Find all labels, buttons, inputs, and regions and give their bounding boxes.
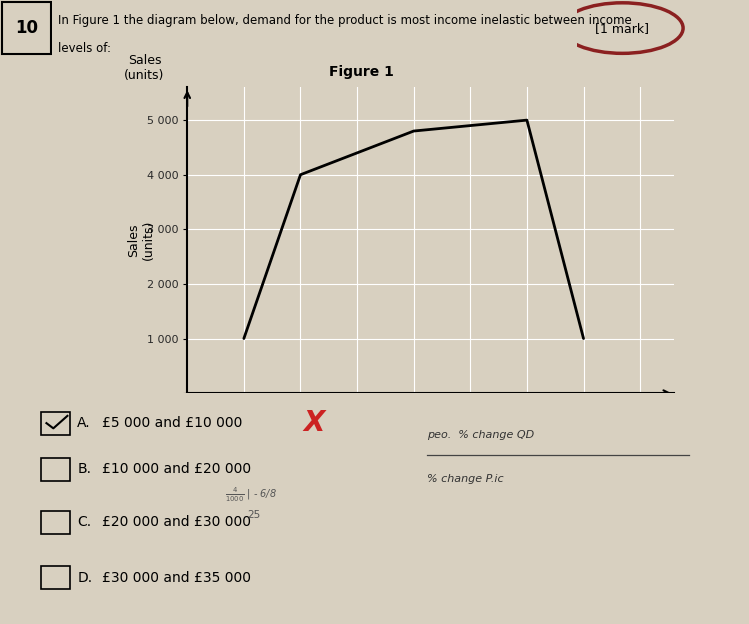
Text: peo.  % change QD: peo. % change QD bbox=[427, 430, 534, 440]
FancyBboxPatch shape bbox=[1, 2, 51, 54]
Text: D.: D. bbox=[77, 571, 92, 585]
FancyBboxPatch shape bbox=[41, 412, 70, 435]
Text: C.: C. bbox=[77, 515, 91, 529]
FancyBboxPatch shape bbox=[41, 567, 70, 589]
Text: In Figure 1 the diagram below, demand for the product is most income inelastic b: In Figure 1 the diagram below, demand fo… bbox=[58, 14, 631, 27]
Text: [1 mark]: [1 mark] bbox=[595, 22, 649, 34]
Text: levels of:: levels of: bbox=[58, 42, 111, 55]
Text: A.: A. bbox=[77, 416, 91, 430]
Text: X: X bbox=[304, 409, 325, 437]
Text: Figure 1: Figure 1 bbox=[329, 65, 394, 79]
Text: £30 000 and £35 000: £30 000 and £35 000 bbox=[102, 571, 251, 585]
Text: £5 000 and £10 000: £5 000 and £10 000 bbox=[102, 416, 242, 430]
Text: B.: B. bbox=[77, 462, 91, 476]
Text: Income
£000: Income £000 bbox=[674, 442, 718, 470]
Text: Sales
(units): Sales (units) bbox=[124, 54, 165, 82]
Text: % change P.ic: % change P.ic bbox=[427, 474, 503, 484]
Text: £10 000 and £20 000: £10 000 and £20 000 bbox=[102, 462, 251, 476]
Text: £20 000 and £30 000: £20 000 and £30 000 bbox=[102, 515, 251, 529]
FancyBboxPatch shape bbox=[41, 458, 70, 481]
FancyBboxPatch shape bbox=[41, 511, 70, 534]
Text: 25: 25 bbox=[247, 510, 261, 520]
Y-axis label: Sales
(units): Sales (units) bbox=[127, 220, 155, 260]
Text: $\frac{4}{1000}$ | - 6/8: $\frac{4}{1000}$ | - 6/8 bbox=[225, 485, 276, 504]
Text: 10: 10 bbox=[15, 19, 37, 37]
